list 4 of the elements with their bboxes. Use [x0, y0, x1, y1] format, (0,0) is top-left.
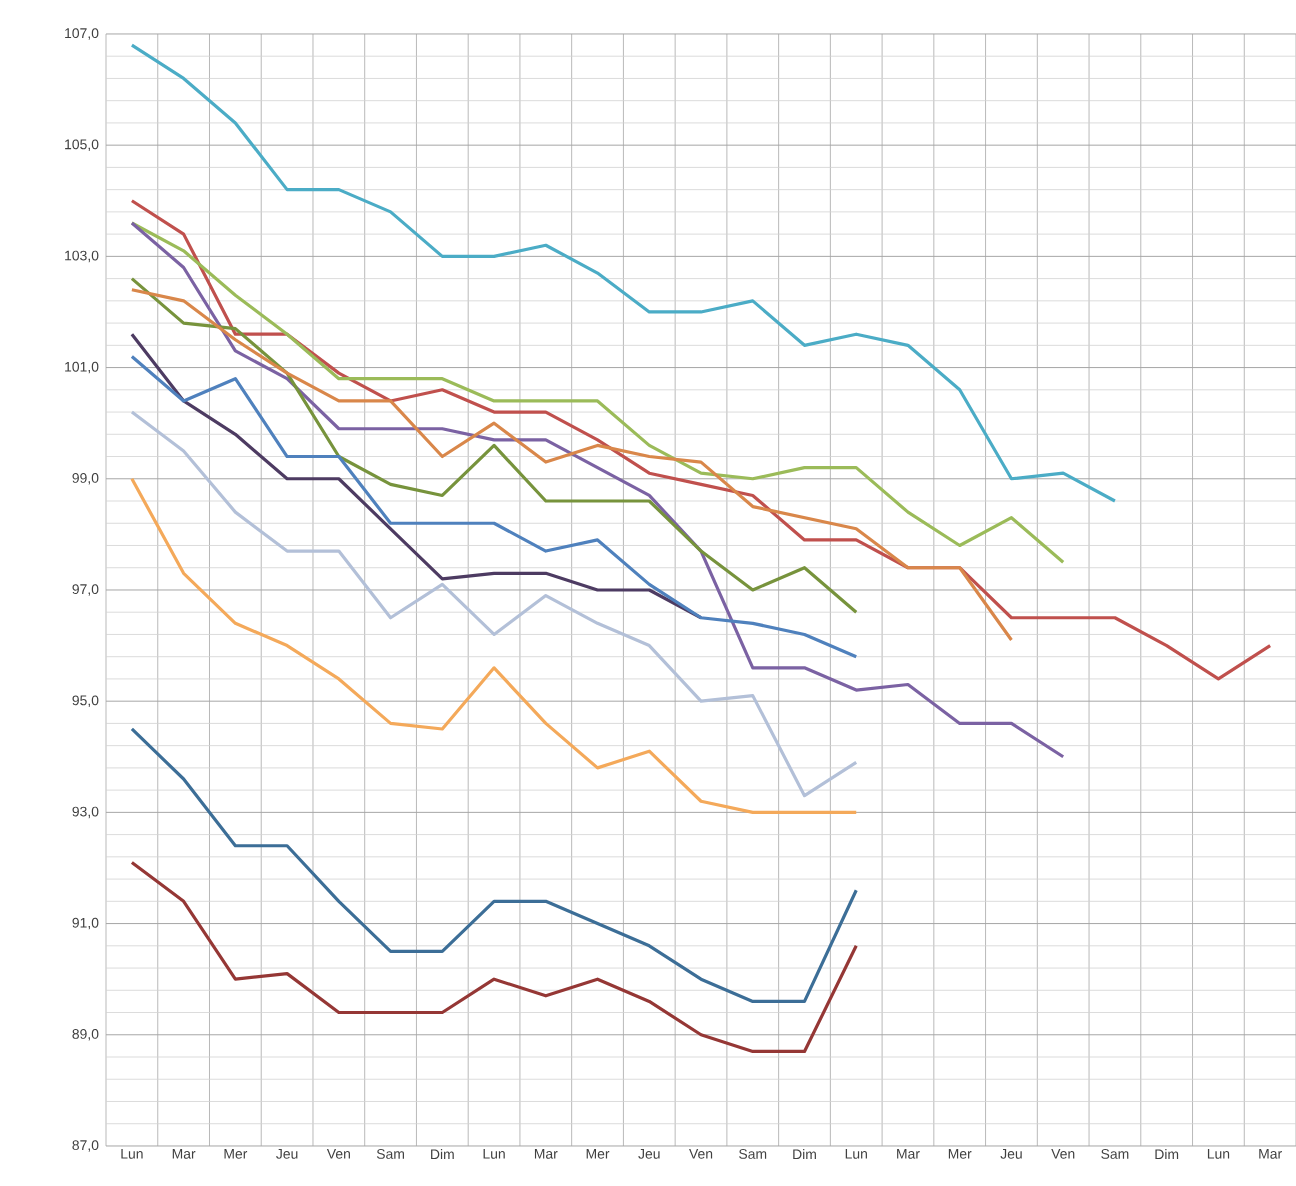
line-series — [130, 332, 703, 620]
line-series — [130, 727, 858, 1004]
line-series — [130, 43, 1117, 503]
line-series — [130, 410, 858, 798]
